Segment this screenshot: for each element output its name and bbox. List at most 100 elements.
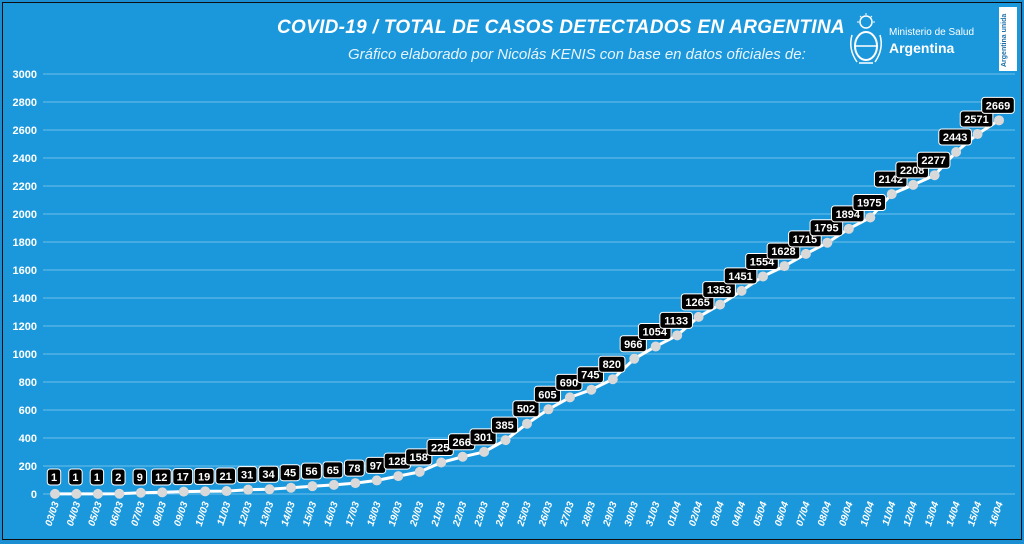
x-tick-label: 23/03 — [472, 500, 491, 529]
argentina-coat-of-arms-icon — [850, 13, 882, 64]
data-point — [92, 488, 103, 499]
data-point — [307, 481, 318, 492]
y-tick-label: 600 — [19, 405, 37, 417]
x-tick-label: 06/04 — [773, 500, 791, 528]
x-tick-label: 06/03 — [108, 500, 126, 528]
data-label-box — [258, 465, 279, 483]
data-label: 1 — [72, 472, 78, 484]
data-point — [178, 486, 189, 497]
data-label-box — [193, 467, 215, 485]
data-label: 2443 — [943, 132, 967, 144]
data-point — [243, 484, 254, 495]
x-tick-label: 08/03 — [151, 500, 169, 528]
data-label: 2571 — [964, 114, 988, 126]
x-tick-label: 29/03 — [601, 500, 620, 529]
data-point — [350, 478, 361, 489]
data-point — [479, 446, 490, 457]
y-tick-label: 1600 — [13, 265, 37, 277]
data-label: 1 — [51, 472, 57, 484]
y-tick-label: 2400 — [13, 153, 37, 165]
x-tick-label: 27/03 — [558, 500, 577, 529]
x-tick-label: 05/04 — [752, 500, 770, 528]
data-label: 1554 — [750, 256, 775, 268]
x-tick-label: 25/03 — [515, 500, 534, 529]
data-label-box — [46, 468, 62, 486]
x-tick-label: 01/04 — [666, 500, 684, 528]
data-label-box — [659, 311, 693, 329]
data-point — [607, 374, 618, 385]
x-tick-label: 10/03 — [194, 500, 212, 528]
data-label-box — [215, 467, 237, 485]
data-label-box — [598, 355, 626, 373]
data-point — [522, 418, 532, 429]
y-tick-label: 200 — [19, 461, 37, 473]
x-tick-label: 09/04 — [837, 500, 855, 528]
data-label: 45 — [284, 468, 296, 480]
data-point — [564, 392, 575, 403]
data-point — [50, 488, 60, 499]
x-tick-label: 11/03 — [216, 500, 234, 527]
data-label-box — [68, 468, 83, 486]
data-label: 225 — [431, 443, 449, 455]
data-label-box — [150, 468, 172, 486]
data-label-box — [111, 468, 126, 486]
x-tick-label: 03/03 — [44, 500, 62, 528]
x-tick-label: 21/03 — [430, 500, 449, 529]
data-label-box — [405, 448, 433, 466]
data-label-box — [172, 468, 194, 486]
data-point — [414, 466, 425, 477]
data-label: 1133 — [664, 315, 688, 327]
data-label: 385 — [495, 420, 513, 432]
x-tick-label: 05/03 — [87, 500, 105, 528]
data-point — [736, 285, 747, 296]
data-label: 966 — [624, 339, 642, 351]
argentina-unida-badge: Argentina unida — [999, 7, 1017, 71]
data-label-box — [490, 416, 519, 434]
logo-line-2: Argentina — [889, 40, 955, 56]
x-tick-label: 03/04 — [709, 500, 727, 528]
data-label-box — [89, 468, 105, 486]
data-label-box — [852, 194, 887, 211]
data-label-box — [512, 400, 540, 418]
y-tick-label: 2800 — [13, 97, 37, 109]
data-point — [886, 189, 897, 200]
y-tick-label: 1000 — [13, 349, 37, 361]
y-tick-label: 2600 — [13, 125, 37, 137]
data-label: 158 — [410, 452, 428, 464]
data-label: 21 — [220, 471, 232, 483]
data-label-box — [619, 335, 647, 353]
data-label-box — [959, 110, 994, 128]
data-label: 1975 — [857, 198, 881, 210]
data-point — [972, 129, 983, 140]
data-label-box — [279, 464, 301, 482]
data-point — [672, 330, 683, 341]
data-label: 65 — [327, 465, 339, 477]
y-tick-label: 1400 — [13, 293, 37, 305]
x-axis: 03/03 04/03 05/03 06/03 07/03 08/03 09/03 10/03… — [44, 500, 1006, 529]
data-point — [157, 487, 168, 498]
x-tick-label: 14/03 — [280, 500, 298, 528]
data-point — [800, 248, 811, 259]
data-label: 1265 — [685, 297, 709, 309]
data-point — [994, 115, 1004, 126]
x-tick-label: 22/03 — [451, 500, 470, 529]
x-tick-label: 12/03 — [237, 500, 255, 528]
data-label: 128 — [388, 456, 406, 468]
data-point — [371, 475, 382, 486]
data-label: 1894 — [836, 209, 861, 221]
y-axis: 0 200 400 600 800 1000 1200 1400 1600 1800 2000 220… — [13, 69, 37, 501]
x-tick-label: 11/04 — [881, 500, 899, 527]
data-label-box — [702, 281, 736, 299]
data-label: 17 — [177, 472, 189, 484]
data-point — [865, 212, 876, 223]
data-label: 19 — [198, 471, 210, 483]
data-point — [221, 486, 232, 497]
data-point — [393, 471, 404, 482]
data-label-box — [938, 128, 972, 146]
y-tick-label: 1200 — [13, 321, 37, 333]
chart-subtitle: Gráfico elaborado por Nicolás KENIS con … — [348, 46, 806, 63]
data-points — [50, 115, 1004, 499]
data-point — [457, 451, 468, 462]
